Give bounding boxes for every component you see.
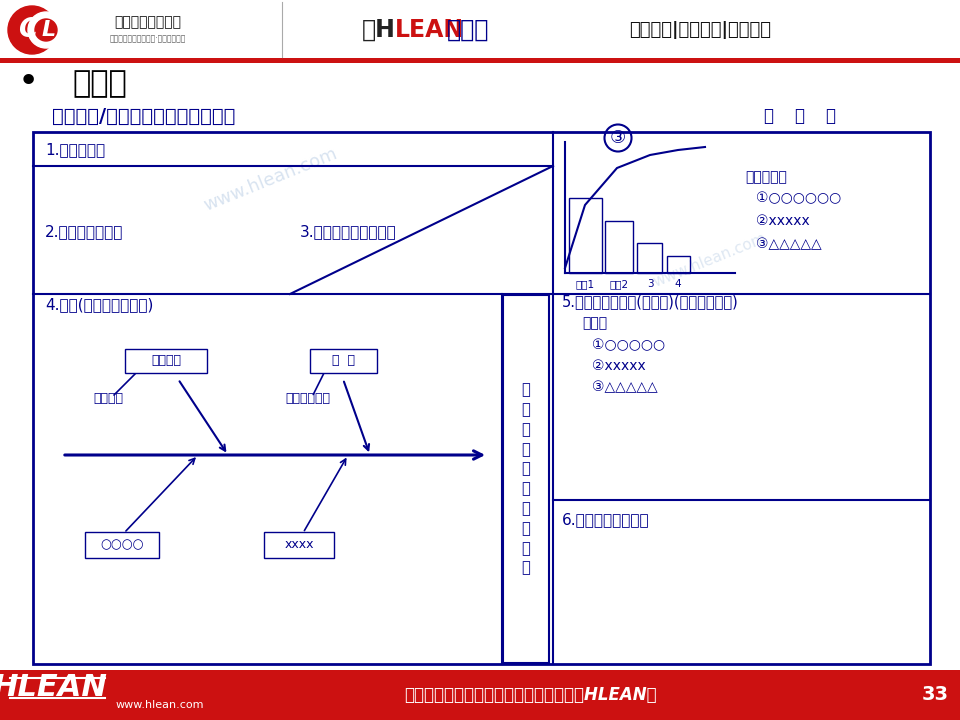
Bar xyxy=(605,221,633,273)
Text: 3.方策管理项目的结果: 3.方策管理项目的结果 xyxy=(300,225,396,240)
Bar xyxy=(667,256,690,273)
Text: 做行业标杆，找精弘益；要幸福高效，用HLEAN！: 做行业标杆，找精弘益；要幸福高效，用HLEAN！ xyxy=(404,686,657,704)
Bar xyxy=(0,670,960,720)
Text: 【H: 【H xyxy=(362,18,396,42)
Text: 1.目标名称：: 1.目标名称： xyxy=(45,143,106,158)
Bar xyxy=(33,132,930,664)
Text: ①○○○○○○: ①○○○○○○ xyxy=(756,191,841,205)
Text: 3: 3 xyxy=(647,279,654,289)
Text: ①○○○○○: ①○○○○○ xyxy=(592,338,665,352)
Text: 33: 33 xyxy=(922,685,948,704)
Text: 要因2: 要因2 xyxy=(610,279,629,289)
Bar xyxy=(637,243,662,273)
Text: ③△△△△△: ③△△△△△ xyxy=(756,237,822,251)
Text: 年    月    日: 年 月 日 xyxy=(764,107,836,125)
Text: •: • xyxy=(17,65,38,99)
Text: 2.针对目标之结果: 2.针对目标之结果 xyxy=(45,225,124,240)
Text: 要因1: 要因1 xyxy=(575,279,594,289)
Text: www.hlean.com: www.hlean.com xyxy=(116,700,204,710)
Circle shape xyxy=(28,12,64,48)
Text: HLEAN: HLEAN xyxy=(0,673,108,703)
Bar xyxy=(569,198,602,273)
Bar xyxy=(0,0,960,60)
Circle shape xyxy=(35,19,57,41)
Text: 对策案: 对策案 xyxy=(582,316,607,330)
Text: 学堂】: 学堂】 xyxy=(447,18,490,42)
Text: ②xxxxx: ②xxxxx xyxy=(592,359,646,373)
Text: 4.解析(要因分析的验证): 4.解析(要因分析的验证) xyxy=(45,297,154,312)
Text: 中国先进精益管理体系·智能制造系统: 中国先进精益管理体系·智能制造系统 xyxy=(109,35,186,43)
Circle shape xyxy=(8,6,56,54)
Text: 年度全年/上半年、季度反省回顾书: 年度全年/上半年、季度反省回顾书 xyxy=(52,107,235,125)
Text: L: L xyxy=(42,20,56,40)
Text: 4: 4 xyxy=(675,279,682,289)
Text: xxxx: xxxx xyxy=(284,539,314,552)
Text: 提出要因：: 提出要因： xyxy=(745,170,787,184)
Text: ③△△△△△: ③△△△△△ xyxy=(592,380,658,394)
Text: C: C xyxy=(18,17,37,43)
Text: ②xxxxx: ②xxxxx xyxy=(756,214,809,228)
Text: 支援体制: 支援体制 xyxy=(151,354,181,367)
Text: www.hlean.com: www.hlean.com xyxy=(201,145,340,215)
Text: LEAN: LEAN xyxy=(395,18,464,42)
Text: 5.反应至下一年度(下半期)(对策案的拟定): 5.反应至下一年度(下半期)(对策案的拟定) xyxy=(562,294,739,310)
Text: www.hlean.com: www.hlean.com xyxy=(651,230,769,289)
Bar xyxy=(503,295,549,663)
FancyBboxPatch shape xyxy=(125,349,207,373)
FancyBboxPatch shape xyxy=(310,349,377,373)
Bar xyxy=(0,58,960,63)
Text: 精益生产促进中心: 精益生产促进中心 xyxy=(114,15,181,29)
FancyBboxPatch shape xyxy=(85,532,159,558)
Text: ③: ③ xyxy=(610,129,626,147)
Text: 工时不足: 工时不足 xyxy=(93,392,123,405)
Text: 回顾书: 回顾书 xyxy=(73,70,128,99)
Text: ○○○○: ○○○○ xyxy=(100,539,144,552)
Text: 方  策: 方 策 xyxy=(331,354,354,367)
Text: 6.对策案实现的要求: 6.对策案实现的要求 xyxy=(562,513,650,528)
Text: 现状把握不足: 现状把握不足 xyxy=(285,392,330,405)
Text: 树
脂
成
形
不
良
率
之
未
达: 树 脂 成 形 不 良 率 之 未 达 xyxy=(521,382,530,575)
FancyBboxPatch shape xyxy=(264,532,334,558)
Text: 精益生产|智能制造|管理前沿: 精益生产|智能制造|管理前沿 xyxy=(629,21,771,39)
